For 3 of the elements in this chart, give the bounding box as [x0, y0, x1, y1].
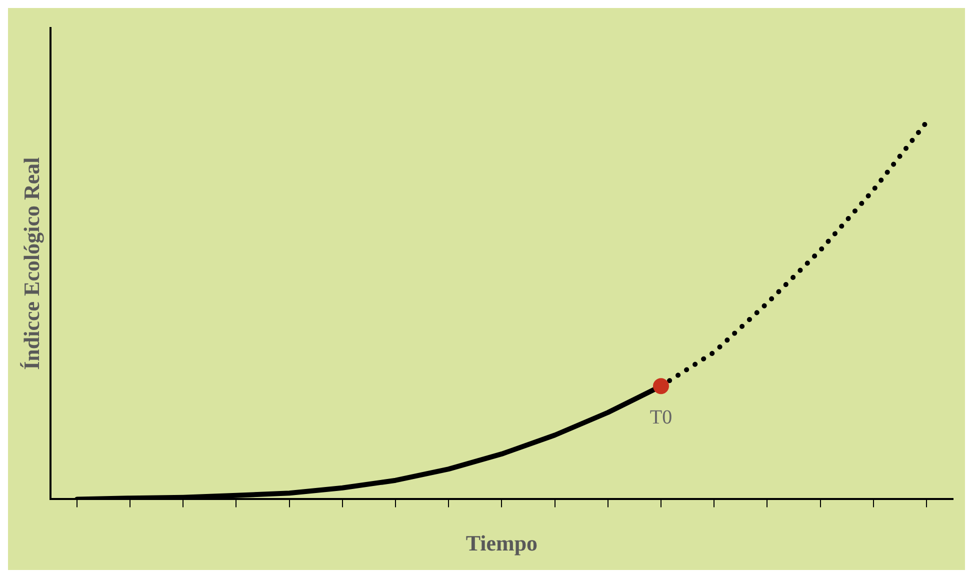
y-axis-title: Índicce Ecológico Real	[18, 157, 44, 370]
x-axis-title: Tiempo	[466, 530, 538, 556]
annotation: T0	[650, 406, 672, 428]
